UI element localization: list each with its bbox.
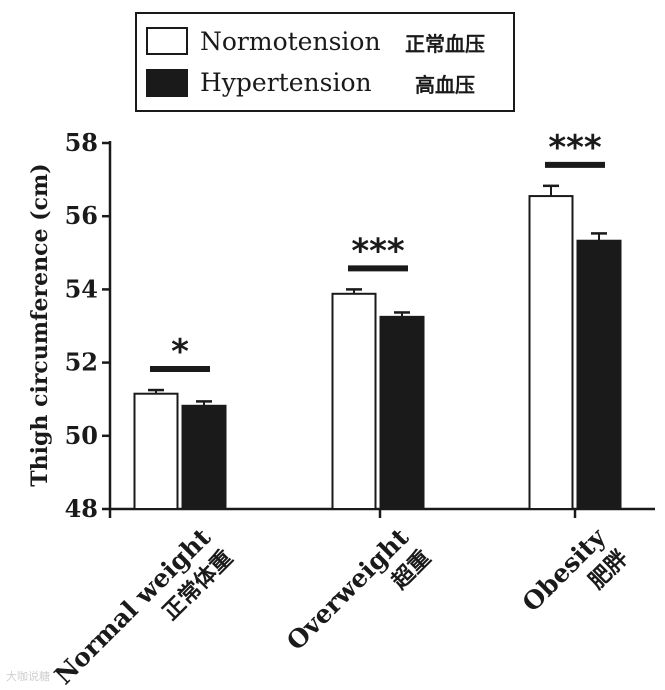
bar-obesity-hypertension [576, 239, 622, 511]
legend-swatch-normotension [146, 27, 188, 55]
bar-overweight-normotension [331, 292, 377, 510]
y-tick-label: 50 [65, 421, 98, 450]
legend-label-hypertension: Hypertension [200, 68, 372, 97]
y-tick-label: 54 [65, 274, 98, 303]
y-tick-label: 58 [65, 128, 98, 157]
bar-normal-weight-normotension [133, 392, 179, 510]
legend-swatch-hypertension [146, 69, 188, 97]
x-category-label: Overweight [281, 522, 415, 656]
watermark: 大咖说糖 [6, 670, 50, 683]
significance-marker: * [171, 332, 189, 372]
y-tick-label: 56 [65, 201, 98, 230]
legend-cn-hypertension: 高血压 [415, 73, 475, 97]
legend-frame [135, 12, 515, 112]
legend: Normotension 正常血压 Hypertension 高血压 [135, 12, 515, 112]
legend-label-normotension: Normotension [200, 27, 381, 56]
bar-normal-weight-hypertension [181, 404, 227, 510]
legend-cn-normotension: 正常血压 [405, 32, 485, 56]
significance-marker: *** [548, 128, 602, 168]
y-tick-label: 52 [65, 348, 98, 377]
significance-marker: *** [351, 231, 405, 271]
y-tick-label: 48 [65, 494, 98, 523]
bar-overweight-hypertension [379, 315, 425, 510]
bar-obesity-normotension [528, 195, 574, 510]
y-axis-label: Thigh circumference (cm) [27, 163, 53, 486]
